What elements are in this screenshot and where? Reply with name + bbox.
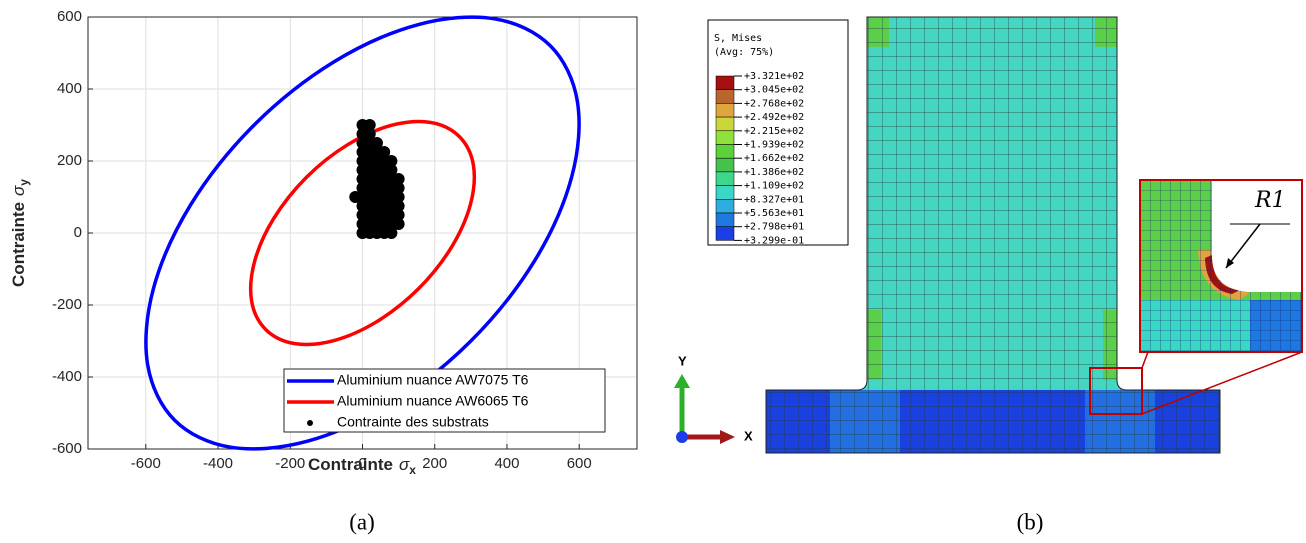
label-part: σ: [399, 455, 410, 474]
triad-x-label: X: [744, 428, 753, 443]
scatter-point: [392, 173, 405, 185]
scatter-point: [392, 191, 405, 203]
scatter-point: [370, 137, 383, 149]
level-label: +2.215e+02: [744, 126, 804, 137]
color-band: [715, 171, 735, 186]
color-band: [715, 144, 735, 159]
triad-y-head: [674, 374, 690, 388]
y-tick-label: 200: [57, 152, 82, 169]
y-tick-label: -200: [52, 296, 82, 313]
legend-title: S, Mises: [714, 33, 762, 44]
legend-subtitle: (Avg: 75%): [714, 47, 774, 58]
y-tick-label: -400: [52, 368, 82, 385]
level-label: +1.109e+02: [744, 181, 804, 192]
legend: Aluminium nuance AW7075 T6 Aluminium nuan…: [283, 368, 606, 433]
y-tick-label: 400: [57, 80, 82, 97]
leader: [1225, 223, 1261, 269]
chart-a: -600 -400 -200 0 200 400 600 -600 -400 -200 0 200 40…: [9, 8, 638, 477]
x-tick-label: -600: [131, 455, 161, 472]
color-band: [715, 199, 735, 214]
detail-line: [1141, 351, 1303, 415]
x-axis-label: Contrainte σx: [308, 455, 416, 477]
scatter-point: [392, 200, 405, 212]
level-label: +3.299e-01: [744, 235, 804, 246]
scatter-point: [385, 155, 398, 167]
y-tick-label: 600: [57, 8, 82, 25]
fea-mesh: [765, 16, 1221, 454]
panel-b: R1 S, Mises (Avg: 75%) +3.321e+02 +3.045e…: [674, 16, 1303, 454]
scatter-point: [385, 227, 398, 239]
legend-box: [283, 368, 606, 433]
axes-box: [87, 16, 638, 450]
x-tick-label: -400: [203, 455, 233, 472]
color-band: [715, 212, 735, 227]
level-label: +3.045e+02: [744, 85, 804, 96]
x-tick-label: 600: [567, 455, 592, 472]
level-label: +5.563e+01: [744, 208, 804, 219]
label-part: σ: [9, 185, 28, 196]
color-band: [715, 157, 735, 173]
inset: R1: [1139, 179, 1303, 353]
level-label: +2.798e+01: [744, 222, 804, 233]
level-label: +2.768e+02: [744, 98, 804, 109]
scatter-point: [392, 218, 405, 230]
series-line: [144, 15, 581, 451]
color-band: [715, 103, 735, 118]
detail-box: [1089, 367, 1143, 415]
label-part: y: [17, 179, 31, 186]
y-tick-label: 0: [74, 224, 82, 241]
y-axis-label: Contrainte σy: [9, 179, 31, 287]
scatter-point: [392, 209, 405, 221]
triad-origin: [676, 431, 688, 443]
scatter-point: [392, 182, 405, 194]
level-label: +3.321e+02: [744, 71, 804, 82]
inset-void: [1212, 180, 1302, 292]
inset-label: R1: [1254, 188, 1286, 213]
caption-b: (b): [1017, 509, 1044, 534]
level-label: +1.939e+02: [744, 140, 804, 151]
color-band: [715, 89, 735, 104]
legend-dot: [307, 420, 313, 426]
color-band: [715, 130, 735, 145]
legend-label: Aluminium nuance AW7075 T6: [337, 372, 529, 388]
color-band: [715, 116, 735, 132]
scatter-point: [363, 128, 376, 140]
x-tick-label: 400: [494, 455, 519, 472]
level-label: +1.662e+02: [744, 153, 804, 164]
triad-x-head: [720, 430, 735, 444]
legend-label: Contrainte des substrats: [337, 414, 489, 430]
triad-y-label: Y: [678, 353, 687, 368]
x-tick-label: 200: [422, 455, 447, 472]
arrowhead: [1226, 258, 1234, 268]
scatter-point: [385, 164, 398, 176]
x-tick-label: 0: [358, 455, 366, 472]
label-part: Contrainte: [308, 455, 393, 474]
color-band: [715, 226, 735, 241]
legend-label: Aluminium nuance AW6065 T6: [337, 393, 529, 409]
label-part: x: [409, 463, 416, 477]
label-part: Contrainte: [9, 202, 28, 287]
scatter-point: [378, 146, 391, 158]
caption-a: (a): [349, 509, 375, 534]
level-label: +1.386e+02: [744, 167, 804, 178]
level-label: +8.327e+01: [744, 194, 804, 205]
color-bar: +3.321e+02 +3.045e+02 +2.768e+02 +2.492e+02…: [715, 71, 804, 246]
level-label: +2.492e+02: [744, 112, 804, 123]
inset-frame: [1139, 179, 1303, 353]
x-tick-label: -200: [275, 455, 305, 472]
color-band: [715, 75, 735, 90]
scatter-point: [363, 119, 376, 131]
color-band: [715, 185, 735, 200]
y-tick-label: -600: [52, 440, 82, 457]
